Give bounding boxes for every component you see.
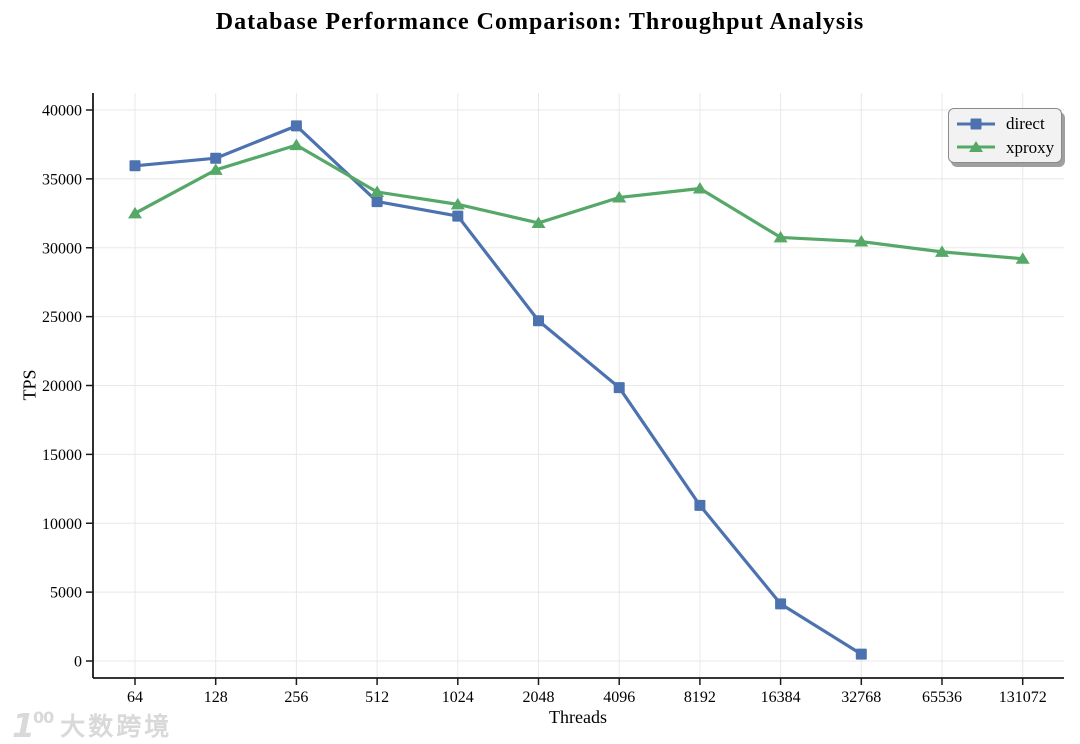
- data-point-direct: [613, 382, 625, 394]
- x-tick-label: 64: [127, 689, 143, 706]
- x-tick-label: 256: [284, 689, 308, 706]
- data-point-xproxy: [1015, 252, 1030, 264]
- data-point-xproxy: [370, 185, 385, 197]
- y-tick-label: 10000: [42, 516, 82, 533]
- data-point-xproxy: [854, 235, 869, 247]
- x-tick-label: 65536: [922, 689, 962, 706]
- x-tick-label: 1024: [442, 689, 474, 706]
- y-tick-label: 40000: [42, 103, 82, 120]
- legend-swatch-direct-icon: [956, 116, 996, 132]
- legend-label-xproxy: xproxy: [1006, 137, 1055, 157]
- y-axis-label: TPS: [19, 369, 40, 401]
- legend-item-xproxy: xproxy: [956, 136, 1054, 160]
- data-point-direct: [452, 210, 464, 222]
- watermark-text: 大数跨境: [60, 711, 173, 741]
- legend-item-direct: direct: [956, 112, 1054, 136]
- x-axis-label: Threads: [549, 707, 607, 727]
- y-tick-label: 0: [74, 654, 82, 671]
- y-tick-label: 25000: [42, 309, 82, 326]
- watermark: 100 大数跨境: [12, 705, 173, 744]
- data-point-direct: [855, 648, 867, 660]
- data-point-direct: [129, 160, 141, 172]
- data-point-direct: [775, 598, 787, 610]
- data-point-xproxy: [128, 206, 142, 219]
- x-tick-label: 512: [365, 689, 389, 706]
- x-tick-label: 16384: [761, 689, 801, 706]
- series-line-direct: [133, 124, 863, 656]
- x-tick-label: 4096: [603, 689, 635, 706]
- y-tick-label: 15000: [42, 447, 82, 464]
- data-point-direct: [371, 196, 383, 208]
- y-tick-label: 30000: [42, 240, 82, 257]
- data-point-direct: [210, 152, 222, 164]
- watermark-logo-icon: 100: [12, 705, 54, 744]
- x-tick-label: 2048: [523, 689, 555, 706]
- data-point-direct: [533, 315, 544, 327]
- y-tick-label: 5000: [50, 585, 82, 602]
- x-tick-label: 32768: [841, 689, 881, 706]
- legend-swatch-xproxy-icon: [956, 139, 996, 155]
- legend: direct xproxy: [948, 108, 1062, 163]
- y-tick-label: 35000: [42, 171, 82, 188]
- data-point-xproxy: [208, 163, 223, 175]
- data-point-xproxy: [692, 182, 707, 194]
- data-point-xproxy: [612, 190, 627, 203]
- data-point-xproxy: [935, 245, 949, 257]
- y-tick-label: 20000: [42, 378, 82, 395]
- chart-title: Database Performance Comparison: Through…: [215, 9, 865, 35]
- data-point-direct: [694, 499, 706, 511]
- series-line-xproxy: [133, 143, 1025, 261]
- data-point-xproxy: [773, 230, 788, 243]
- data-point-direct: [290, 120, 302, 132]
- data-point-xproxy: [450, 197, 465, 210]
- x-tick-label: 8192: [684, 689, 716, 706]
- legend-label-direct: direct: [1006, 114, 1045, 134]
- x-tick-label: 128: [204, 689, 228, 706]
- data-point-xproxy: [289, 138, 304, 151]
- data-point-xproxy: [531, 216, 546, 228]
- x-tick-label: 131072: [999, 689, 1047, 706]
